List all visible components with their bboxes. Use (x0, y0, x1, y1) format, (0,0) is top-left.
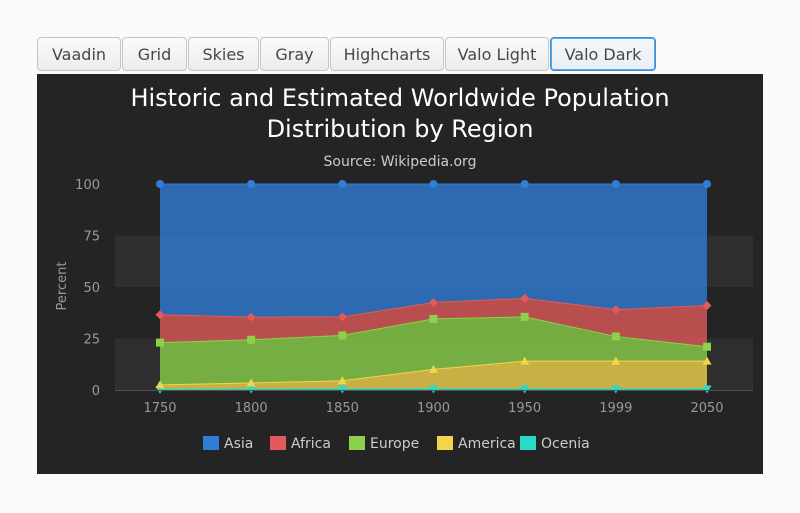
y-tick-label: 25 (83, 333, 100, 348)
legend-item-europe[interactable]: Europe (349, 436, 419, 452)
y-tick-label: 0 (92, 384, 100, 399)
marker-ocenia (611, 385, 621, 394)
population-area-chart: 0 25 50 75 100 1750 1800 1850 1900 1950 1999 2050 H… (55, 84, 753, 452)
x-tick-label: 1950 (508, 401, 541, 416)
marker-europe (247, 335, 256, 344)
x-tick-label: 2050 (690, 401, 723, 416)
marker-africa (246, 312, 256, 322)
legend-swatch (203, 436, 219, 450)
legend-swatch (270, 436, 286, 450)
legend-label: Europe (370, 436, 419, 452)
marker-america (702, 356, 712, 365)
legend-item-america[interactable]: America (437, 436, 516, 452)
marker-america (611, 356, 621, 365)
chart-title-line-2: Distribution by Region (267, 115, 534, 143)
x-tick-label: 1800 (235, 401, 268, 416)
tab-valo-dark[interactable]: Valo Dark (550, 37, 656, 71)
marker-africa (337, 312, 347, 322)
marker-ocenia (702, 385, 712, 394)
marker-africa (702, 301, 712, 311)
marker-america (520, 356, 530, 365)
marker-ocenia (246, 385, 256, 394)
marker-africa (429, 297, 438, 307)
y-tick-label: 100 (75, 178, 100, 193)
legend-label: Africa (291, 436, 331, 452)
marker-ocenia (337, 385, 347, 394)
marker-europe (703, 342, 711, 351)
marker-america (155, 380, 165, 389)
marker-asia (611, 180, 620, 188)
area-asia (160, 184, 707, 318)
marker-europe (429, 314, 438, 323)
legend-swatch (437, 436, 453, 450)
tab-vaadin[interactable]: Vaadin (37, 37, 121, 71)
x-tick-label: 1750 (143, 401, 176, 416)
legend-swatch (520, 436, 536, 450)
marker-europe (338, 331, 347, 340)
marker-europe (611, 332, 620, 341)
marker-asia (520, 180, 529, 188)
marker-america (429, 364, 438, 373)
chart-subtitle: Source: Wikipedia.org (324, 154, 477, 170)
marker-ocenia (429, 385, 438, 394)
chart-title-line-1: Historic and Estimated Worldwide Populat… (130, 84, 669, 112)
legend-label: Asia (224, 436, 253, 452)
tab-grid[interactable]: Grid (122, 37, 187, 71)
marker-asia (703, 180, 711, 188)
marker-america (246, 378, 256, 387)
marker-europe (156, 338, 164, 347)
tab-highcharts[interactable]: Highcharts (330, 37, 444, 71)
chart-panel: 0 25 50 75 100 1750 1800 1850 1900 1950 1999 2050 H… (37, 74, 763, 474)
legend-item-ocenia[interactable]: Ocenia (520, 436, 590, 452)
y-tick-label: 75 (83, 230, 100, 245)
y-tick-label: 50 (83, 281, 100, 296)
marker-africa (611, 305, 621, 315)
tab-gray[interactable]: Gray (260, 37, 329, 71)
marker-asia (429, 180, 438, 188)
x-tick-label: 1999 (599, 401, 632, 416)
x-tick-label: 1900 (417, 401, 450, 416)
legend-swatch (349, 436, 365, 450)
y-axis-title: Percent (55, 262, 70, 311)
legend-label: America (458, 436, 516, 452)
legend-item-asia[interactable]: Asia (203, 436, 253, 452)
series-markers (155, 180, 712, 394)
marker-africa (520, 293, 530, 303)
area-africa (160, 298, 707, 347)
marker-africa (155, 310, 165, 320)
tab-valo-light[interactable]: Valo Light (445, 37, 549, 71)
area-europe (160, 316, 707, 385)
legend-item-africa[interactable]: Africa (270, 436, 331, 452)
marker-europe (520, 312, 529, 321)
marker-america (337, 376, 347, 385)
legend: Asia Africa Europe America Ocenia (203, 436, 590, 452)
legend-label: Ocenia (541, 436, 590, 452)
marker-asia (247, 180, 256, 188)
x-tick-label: 1850 (326, 401, 359, 416)
marker-asia (156, 180, 164, 188)
tab-skies[interactable]: Skies (188, 37, 259, 71)
marker-ocenia (520, 385, 530, 394)
series-areas (160, 184, 707, 390)
marker-asia (338, 180, 347, 188)
axes: 0 25 50 75 100 1750 1800 1850 1900 1950 1999 2050 (75, 178, 753, 416)
